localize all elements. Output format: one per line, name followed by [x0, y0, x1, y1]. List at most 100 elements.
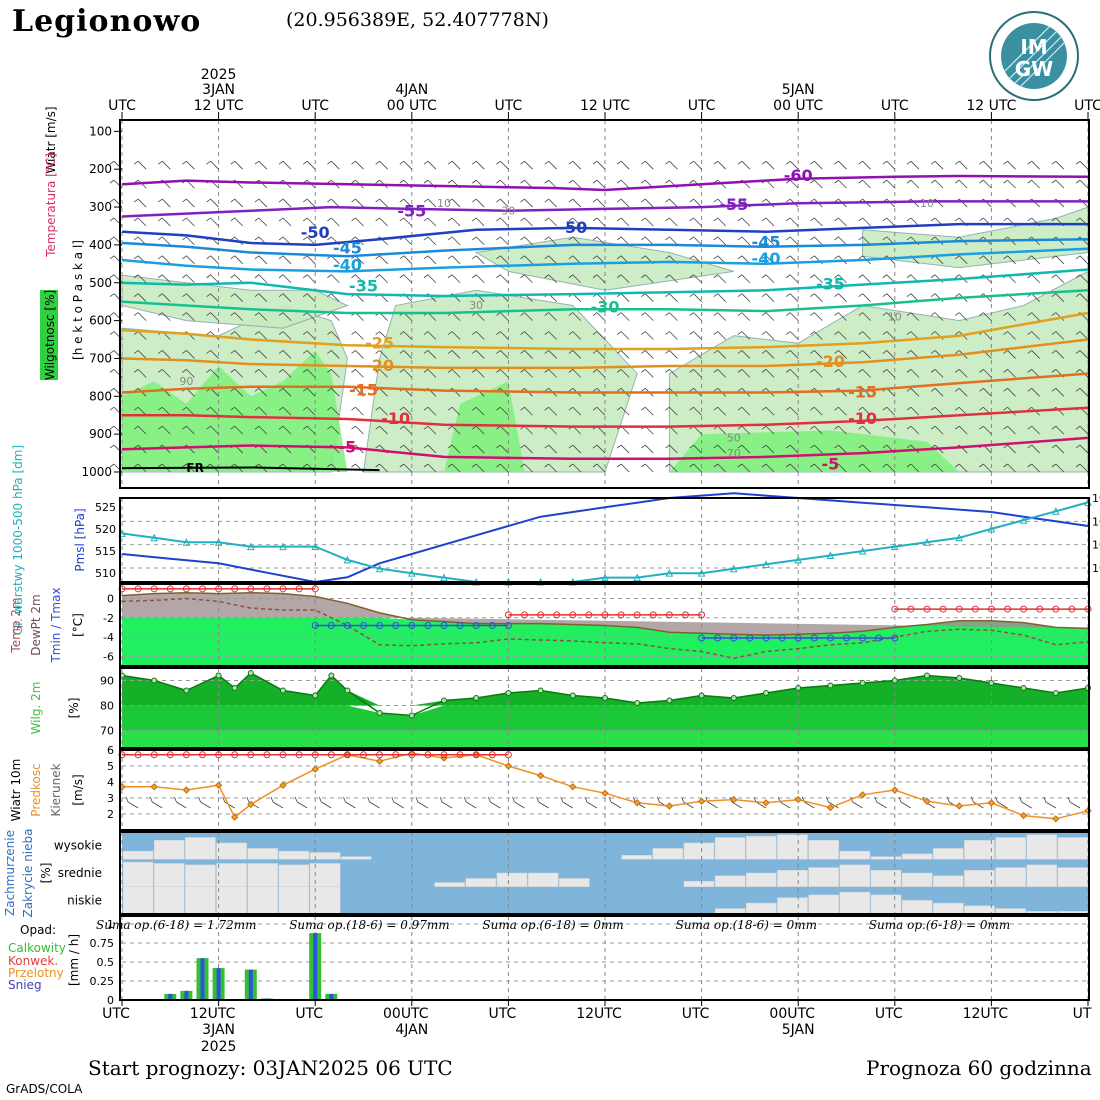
humidity-point: [505, 690, 512, 696]
tmin-tmax-label: Tmin / Tmax: [49, 587, 63, 663]
wind-barb: [665, 312, 678, 321]
wind-barb: [327, 369, 340, 378]
wind-barb: [810, 331, 823, 340]
wind-barb: [230, 217, 244, 227]
wind-barb: [182, 350, 195, 359]
precip-bar-snow: [200, 958, 205, 1000]
precip-bar-snow: [184, 990, 189, 1000]
tmax-point: [649, 611, 657, 619]
wind-barb: [955, 369, 968, 378]
wind-barb: [230, 369, 244, 378]
wind-barb: [713, 312, 727, 321]
cloud-bar-low: [745, 902, 777, 915]
wind-barb: [254, 198, 268, 208]
wind-barb: [689, 406, 702, 416]
cloud-bar-mid: [153, 863, 185, 887]
precip-tick-label: 0: [107, 994, 114, 1007]
wind-barb: [472, 198, 485, 208]
dewpt-label: DewPt 2m: [29, 594, 43, 656]
precip-sum-label: Suma op.(6-18) = 0mm: [482, 918, 623, 932]
isotherm-label: -40: [333, 256, 362, 275]
wind-barb: [423, 255, 437, 265]
humidity-point: [376, 710, 383, 716]
wind-barb-10m: [970, 796, 984, 809]
wind-barb: [278, 331, 292, 340]
cloud-unit: [%]: [39, 863, 53, 884]
wind-barb: [496, 312, 509, 321]
wind-barb: [254, 387, 268, 397]
wind-barb: [496, 198, 509, 208]
wind-barb: [882, 369, 896, 378]
isotherm-label: -10: [848, 409, 877, 428]
wind-barb: [930, 425, 944, 435]
wind-barb: [592, 236, 606, 246]
isotherm-label: -5: [339, 437, 357, 456]
wind-barb: [230, 160, 244, 170]
isotherm-label: -35: [349, 277, 378, 296]
wind-barb: [158, 255, 171, 265]
ua-ytick-label: 500: [89, 276, 112, 290]
wind-barb: [955, 179, 968, 189]
wind-barb: [737, 236, 751, 246]
wind-barb: [544, 350, 557, 359]
isotherm-label: -25: [365, 333, 394, 352]
wind-barb: [182, 160, 195, 170]
temp-tick-label: -4: [103, 631, 114, 644]
wind-barb: [616, 406, 630, 416]
pmsl-tick-label: 1015: [1092, 515, 1100, 528]
wind-gust-point: [360, 751, 367, 759]
wind-barb: [568, 274, 582, 284]
top-date-day: 4JAN: [395, 82, 428, 98]
wind-barb: [616, 369, 630, 378]
wind-barb: [399, 198, 413, 208]
wind-barb: [1051, 312, 1065, 321]
tmin-point: [794, 634, 802, 642]
tmax-point: [971, 605, 979, 613]
wind-barb: [423, 406, 437, 416]
cloud-bar-high: [1057, 837, 1089, 860]
wind-barb: [351, 160, 364, 170]
wind-barb: [158, 350, 171, 359]
wind-barb: [737, 274, 751, 284]
wind-barb: [882, 331, 896, 340]
wind-barb: [1003, 369, 1016, 378]
wind-barb: [834, 160, 847, 170]
cloud-bar-high: [777, 834, 808, 860]
wind-barb: [785, 369, 799, 378]
temp-tick-label: -2: [103, 612, 114, 625]
wind-barb: [302, 255, 316, 265]
tmax-point: [585, 611, 593, 619]
gpt-point: [375, 564, 384, 573]
wind-speed-point: [826, 803, 835, 812]
wind-barb: [399, 444, 413, 454]
pmsl-line: [121, 492, 1089, 584]
humidity-point: [231, 685, 238, 691]
isotherm-line: [121, 200, 1088, 218]
wind-barb: [447, 350, 461, 359]
wind-barb: [206, 312, 219, 321]
wind-barb: [375, 274, 388, 284]
wind-gust-point: [504, 751, 512, 759]
gpt-point: [923, 538, 931, 546]
wind-barb: [182, 198, 195, 208]
tmin-point: [891, 634, 899, 642]
wind-barb: [1003, 312, 1016, 321]
humidity-contour-label: 30: [501, 205, 515, 218]
wind-barb: [544, 444, 557, 454]
wind-barb-10m: [536, 796, 549, 809]
wind-gust-point: [182, 751, 190, 759]
gpt-point: [440, 573, 448, 582]
wind-barb: [399, 274, 413, 284]
wind-barb: [447, 274, 461, 284]
cloud-bar-low: [777, 897, 808, 915]
wind-barb: [447, 198, 461, 208]
cloud-bar-low: [247, 886, 279, 915]
wind-barb: [592, 369, 606, 378]
wind-barb: [834, 331, 847, 340]
wind-barb: [930, 312, 944, 321]
humidity-point: [537, 687, 544, 694]
wind-frame: [119, 749, 1090, 831]
wind-barb: [616, 217, 630, 227]
wind-gust-point: [247, 751, 255, 759]
wind-barb: [1075, 463, 1089, 473]
